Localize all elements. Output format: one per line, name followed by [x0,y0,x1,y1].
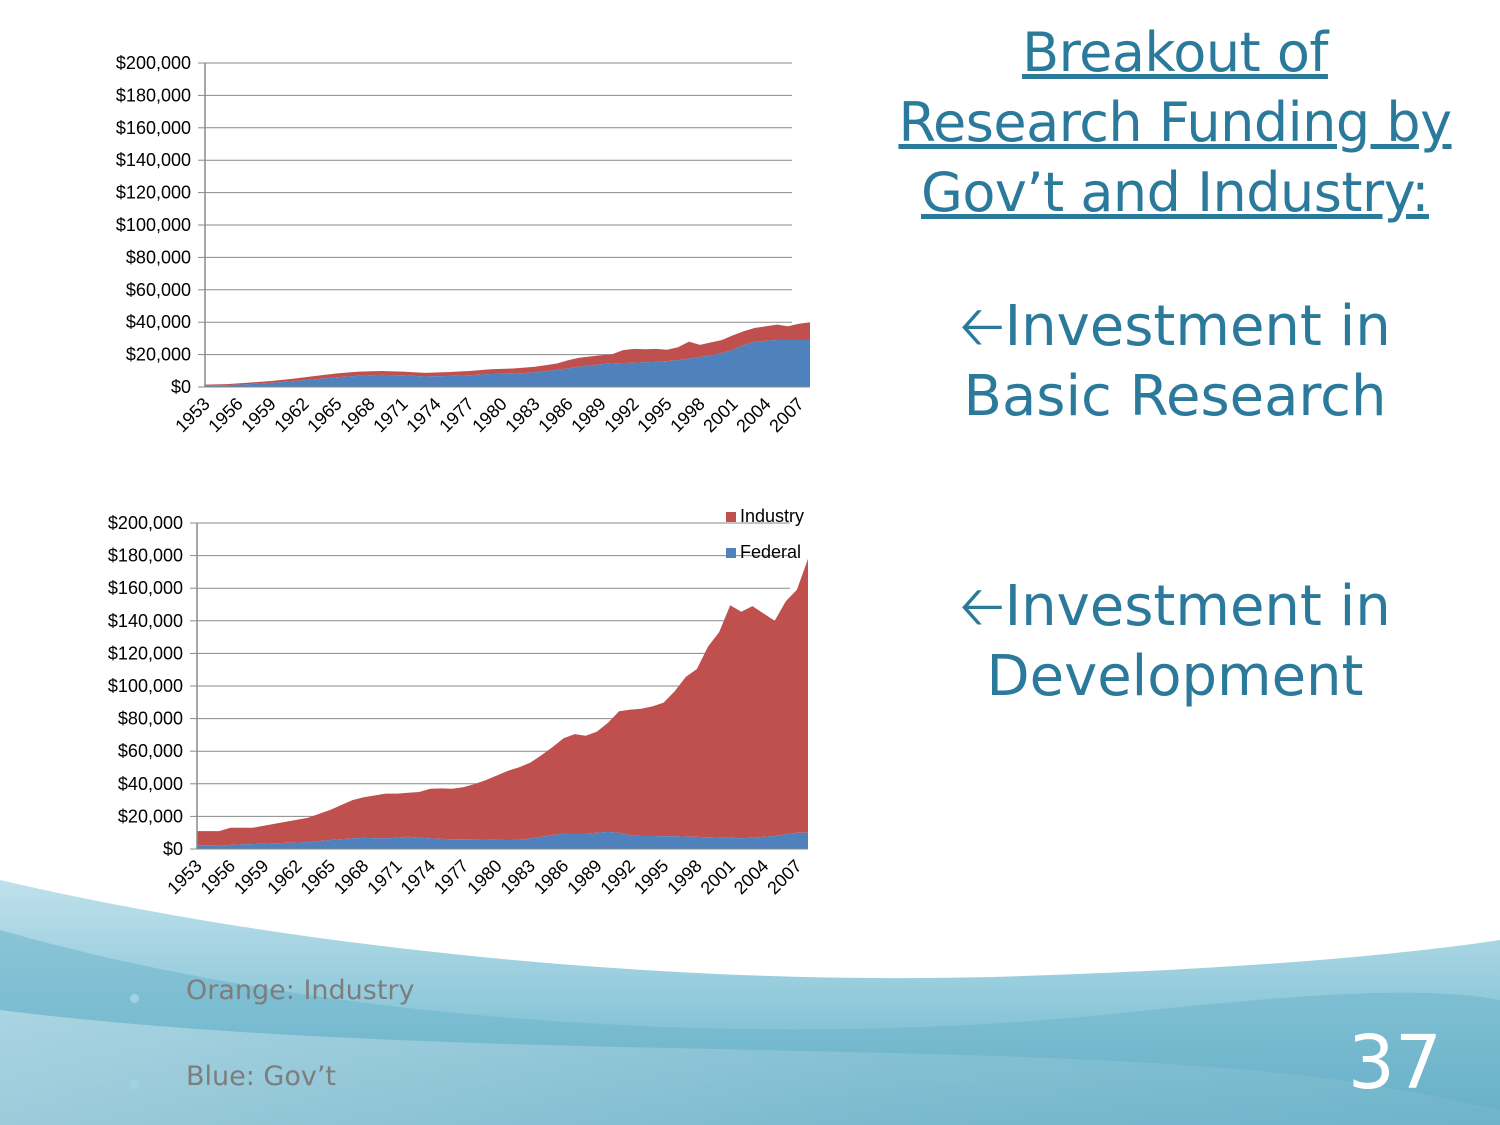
y-tick-label: $20,000 [126,345,191,365]
y-tick-label: $100,000 [108,676,183,696]
x-tick-label: 1956 [197,856,239,898]
y-tick-label: $0 [163,839,183,859]
y-tick-label: $140,000 [116,150,191,170]
dev-note-line-1: 🡠Investment in [959,574,1391,639]
x-tick-label: 1953 [163,856,205,898]
basic-note-line-1: 🡠Investment in [959,294,1391,359]
industry-area [197,558,808,846]
y-tick-label: $100,000 [116,215,191,235]
y-tick-label: $120,000 [116,183,191,203]
legend-swatch [726,548,736,558]
bullet-dot-icon [130,1080,139,1089]
x-tick-label: 1962 [263,856,305,898]
dev-note-line-2: Development [986,644,1364,709]
x-tick-label: 2001 [697,856,739,898]
x-tick-label: 1986 [530,856,572,898]
y-tick-label: $80,000 [118,709,183,729]
x-tick-label: 1989 [563,856,605,898]
y-tick-label: $60,000 [118,741,183,761]
federal-area [205,340,810,387]
y-tick-label: $180,000 [108,546,183,566]
title-line-3: Gov’t and Industry: [921,161,1429,224]
y-tick-label: $120,000 [108,643,183,663]
slide-title: Breakout of Research Funding by Gov’t an… [880,18,1470,228]
legend-swatch [726,512,736,522]
x-tick-label: 1995 [630,856,672,898]
x-tick-label: 1980 [463,856,505,898]
x-tick-label: 1965 [297,856,339,898]
y-tick-label: $40,000 [118,774,183,794]
y-tick-label: $20,000 [118,806,183,826]
bullet-dot-icon [130,994,139,1003]
y-tick-label: $0 [171,377,191,397]
x-tick-label: 1983 [497,856,539,898]
x-tick-label: 1971 [363,856,405,898]
y-tick-label: $40,000 [126,312,191,332]
basic-research-note: 🡠Investment in Basic Research [880,292,1470,432]
y-tick-label: $80,000 [126,247,191,267]
page-number: 37 [1347,1020,1442,1106]
x-tick-label: 1968 [330,856,372,898]
y-tick-label: $200,000 [116,53,191,73]
x-tick-label: 1974 [397,856,439,898]
y-tick-label: $160,000 [116,118,191,138]
x-tick-label: 2007 [763,856,805,898]
federal-area [197,831,808,849]
x-tick-label: 1959 [230,856,272,898]
bullet-text: Blue: Gov’t [186,1061,337,1092]
bullet-text: Orange: Industry [186,975,415,1006]
basic-note-line-2: Basic Research [963,364,1387,429]
development-note: 🡠Investment in Development [880,572,1470,712]
x-tick-label: 1977 [430,856,472,898]
industry-area [205,322,810,386]
x-tick-label: 1992 [597,856,639,898]
y-tick-label: $160,000 [108,578,183,598]
title-line-2: Research Funding by [898,91,1452,154]
y-tick-label: $180,000 [116,85,191,105]
y-tick-label: $60,000 [126,280,191,300]
y-tick-label: $200,000 [108,513,183,533]
legend-label: Industry [740,506,804,526]
x-tick-label: 1998 [663,856,705,898]
title-line-1: Breakout of [1022,21,1328,84]
x-tick-label: 2004 [730,856,772,898]
y-tick-label: $140,000 [108,611,183,631]
legend-label: Federal [740,542,801,562]
